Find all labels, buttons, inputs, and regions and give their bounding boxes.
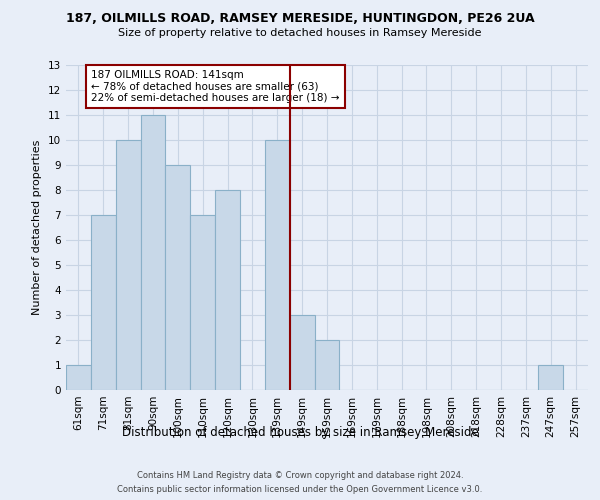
Bar — [265, 140, 290, 390]
Bar — [290, 315, 314, 390]
Text: 187, OILMILLS ROAD, RAMSEY MERESIDE, HUNTINGDON, PE26 2UA: 187, OILMILLS ROAD, RAMSEY MERESIDE, HUN… — [65, 12, 535, 26]
Text: Distribution of detached houses by size in Ramsey Mereside: Distribution of detached houses by size … — [122, 426, 478, 439]
Text: Contains public sector information licensed under the Open Government Licence v3: Contains public sector information licen… — [118, 484, 482, 494]
Bar — [314, 340, 340, 390]
Text: Size of property relative to detached houses in Ramsey Mereside: Size of property relative to detached ho… — [118, 28, 482, 38]
Bar — [538, 365, 563, 390]
Y-axis label: Number of detached properties: Number of detached properties — [32, 140, 43, 315]
Bar — [166, 165, 190, 390]
Bar — [66, 365, 91, 390]
Text: Contains HM Land Registry data © Crown copyright and database right 2024.: Contains HM Land Registry data © Crown c… — [137, 472, 463, 480]
Bar — [91, 215, 116, 390]
Bar — [190, 215, 215, 390]
Text: 187 OILMILLS ROAD: 141sqm
← 78% of detached houses are smaller (63)
22% of semi-: 187 OILMILLS ROAD: 141sqm ← 78% of detac… — [91, 70, 340, 103]
Bar — [215, 190, 240, 390]
Bar — [116, 140, 140, 390]
Bar — [140, 115, 166, 390]
